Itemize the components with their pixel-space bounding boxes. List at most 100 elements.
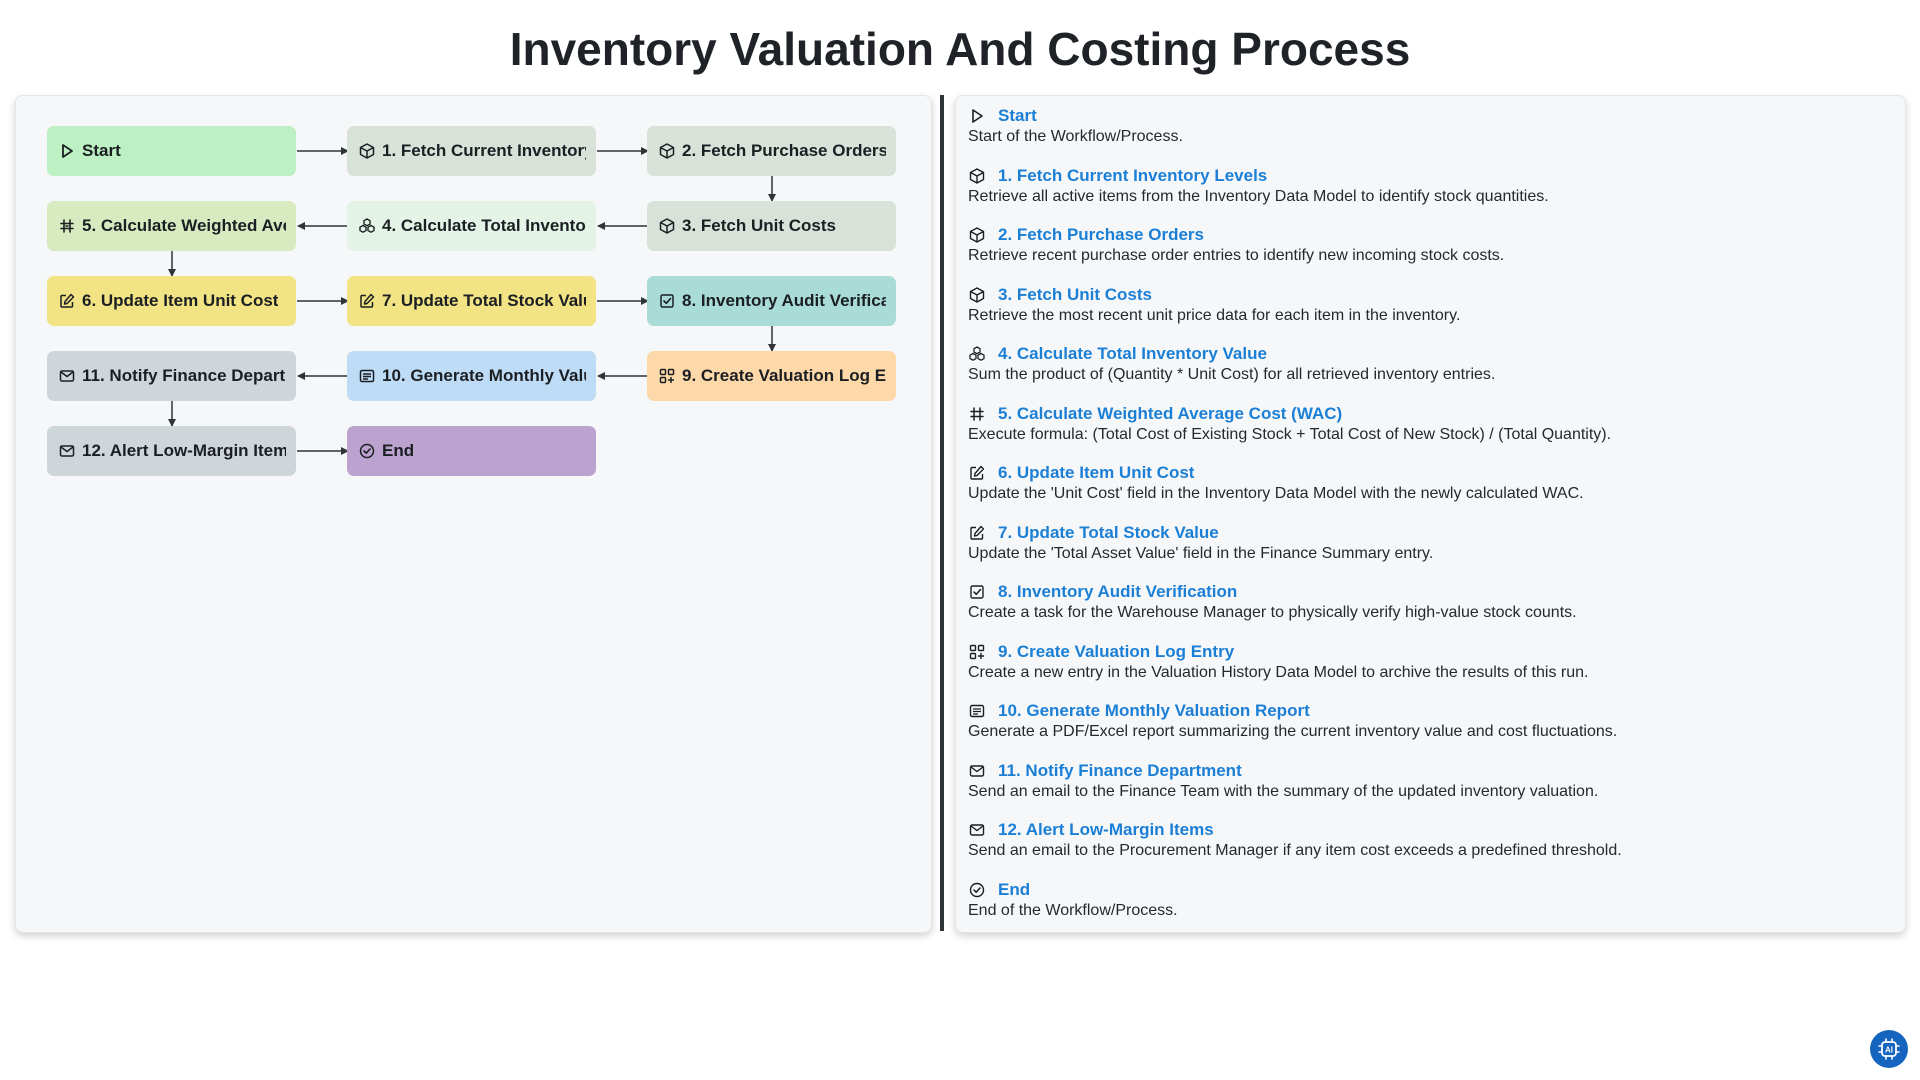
page-title: Inventory Valuation And Costing Process (509, 23, 1411, 75)
play-icon (968, 107, 986, 125)
step-title-link[interactable]: Start (998, 106, 1037, 125)
step-title-link[interactable]: 12. Alert Low-Margin Items (998, 820, 1214, 839)
step-description-text: Retrieve the most recent unit price data… (968, 306, 1461, 324)
step-description-10: 10. Generate Monthly Valuation Report Ge… (968, 701, 1888, 741)
node-create-valuation-log[interactable]: 9. Create Valuation Log Entry (647, 351, 896, 401)
node-fetch-purchase-orders[interactable]: 2. Fetch Purchase Orders (647, 126, 896, 176)
step-description-text: Create a new entry in the Valuation Hist… (968, 663, 1589, 681)
node-inventory-audit-verification[interactable]: 8. Inventory Audit Verification (647, 276, 896, 326)
step-description-text: Generate a PDF/Excel report summarizing … (968, 723, 1618, 740)
node-start[interactable]: Start (47, 126, 296, 176)
cubes-icon (968, 345, 986, 363)
step-title-link[interactable]: 8. Inventory Audit Verification (998, 582, 1238, 601)
node-fetch-unit-costs[interactable]: 3. Fetch Unit Costs (647, 201, 896, 251)
step-title-link[interactable]: 3. Fetch Unit Costs (998, 284, 1152, 304)
edit-icon (968, 524, 986, 542)
hash-icon (968, 405, 986, 423)
node-calculate-wac[interactable]: 5. Calculate Weighted Average Cost (WAC) (47, 201, 296, 251)
grid-plus-icon (968, 643, 986, 661)
node-label: 1. Fetch Current Inventory Levels (382, 141, 586, 160)
node-label: 3. Fetch Unit Costs (682, 216, 836, 235)
edit-icon (968, 464, 986, 482)
step-title-link[interactable]: 4. Calculate Total Inventory Value (998, 344, 1267, 363)
step-description-12: 12. Alert Low-Margin Items Send an email… (968, 820, 1888, 860)
node-update-item-unit-cost[interactable]: 6. Update Item Unit Cost (47, 276, 296, 326)
step-title-link[interactable]: 7. Update Total Stock Value (998, 522, 1219, 542)
step-description-text: Execute formula: (Total Cost of Existing… (968, 425, 1612, 443)
step-description-8: 8. Inventory Audit Verification Create a… (968, 582, 1888, 622)
step-title-link[interactable]: 10. Generate Monthly Valuation Report (998, 701, 1310, 720)
node-generate-monthly-report[interactable]: 10. Generate Monthly Valuation Report (347, 351, 596, 401)
node-notify-finance[interactable]: 11. Notify Finance Department (47, 351, 296, 401)
node-alert-low-margin[interactable]: 12. Alert Low-Margin Items (47, 426, 296, 476)
report-icon (358, 367, 376, 385)
step-title-link[interactable]: 1. Fetch Current Inventory Levels (998, 165, 1268, 185)
step-description-text: Retrieve all active items from the Inven… (968, 187, 1549, 205)
node-label: 2. Fetch Purchase Orders (682, 141, 886, 160)
check-circle-icon (968, 881, 986, 899)
cube-icon (658, 217, 676, 235)
node-label: End (382, 441, 415, 460)
step-description-text: Retrieve recent purchase order entries t… (968, 247, 1505, 264)
step-title-link[interactable]: 2. Fetch Purchase Orders (998, 225, 1204, 244)
node-label: 6. Update Item Unit Cost (82, 291, 279, 310)
grid-plus-icon (658, 367, 676, 385)
step-descriptions-panel: Start Start of the Workflow/Process. 1. … (955, 95, 1906, 933)
cube-icon (968, 226, 986, 244)
checkbox-icon (658, 292, 676, 310)
report-icon (968, 702, 986, 720)
ai-assistant-button[interactable]: AI (1870, 1030, 1908, 1068)
step-title-link[interactable]: 9. Create Valuation Log Entry (998, 641, 1235, 661)
step-description-9: 9. Create Valuation Log Entry Create a n… (968, 642, 1888, 682)
step-description-start: Start Start of the Workflow/Process. (968, 106, 1888, 146)
step-description-text: Sum the product of (Quantity * Unit Cost… (968, 366, 1496, 383)
step-description-2: 2. Fetch Purchase Orders Retrieve recent… (968, 225, 1888, 265)
step-description-3: 3. Fetch Unit Costs Retrieve the most re… (968, 285, 1888, 325)
node-label: 8. Inventory Audit Verification (682, 291, 886, 310)
step-description-text: Create a task for the Warehouse Manager … (968, 604, 1577, 621)
step-description-text: End of the Workflow/Process. (968, 901, 1178, 919)
hash-icon (58, 217, 76, 235)
mail-icon (968, 762, 986, 780)
step-title-link[interactable]: End (998, 879, 1031, 899)
checkbox-icon (968, 583, 986, 601)
node-calculate-total-inventory[interactable]: 4. Calculate Total Inventory Value (347, 201, 596, 251)
step-title-link[interactable]: 11. Notify Finance Department (998, 760, 1242, 780)
mail-icon (968, 821, 986, 839)
step-description-text: Update the 'Total Asset Value' field in … (968, 544, 1434, 562)
cubes-icon (358, 217, 376, 235)
step-title-link[interactable]: 5. Calculate Weighted Average Cost (WAC) (998, 403, 1343, 423)
node-label: Start (82, 141, 121, 160)
step-description-text: Start of the Workflow/Process. (968, 128, 1183, 145)
step-description-text: Send an email to the Finance Team with t… (968, 782, 1599, 800)
panel-divider[interactable] (940, 95, 944, 931)
step-description-4: 4. Calculate Total Inventory Value Sum t… (968, 344, 1888, 384)
node-fetch-current-inventory[interactable]: 1. Fetch Current Inventory Levels (347, 126, 596, 176)
mail-icon (58, 367, 76, 385)
node-update-total-stock-value[interactable]: 7. Update Total Stock Value (347, 276, 596, 326)
svg-text:AI: AI (1885, 1045, 1893, 1054)
mail-icon (58, 442, 76, 460)
step-description-5: 5. Calculate Weighted Average Cost (WAC)… (968, 404, 1888, 444)
node-label: 11. Notify Finance Department (82, 366, 286, 385)
step-description-7: 7. Update Total Stock Value Update the '… (968, 523, 1888, 563)
step-description-text: Update the 'Unit Cost' field in the Inve… (968, 485, 1584, 502)
cube-icon (968, 167, 986, 185)
step-title-link[interactable]: 6. Update Item Unit Cost (998, 463, 1195, 482)
step-description-11: 11. Notify Finance Department Send an em… (968, 761, 1888, 801)
step-description-6: 6. Update Item Unit Cost Update the 'Uni… (968, 463, 1888, 503)
node-end[interactable]: End (347, 426, 596, 476)
step-description-end: End End of the Workflow/Process. (968, 880, 1888, 920)
step-description-1: 1. Fetch Current Inventory Levels Retrie… (968, 166, 1888, 206)
node-label: 7. Update Total Stock Value (382, 291, 586, 310)
flow-diagram-panel: Start 1. Fetch Current Inventory Levels … (15, 95, 932, 933)
node-label: 10. Generate Monthly Valuation Report (382, 366, 586, 385)
edit-icon (58, 292, 76, 310)
cube-icon (968, 286, 986, 304)
ai-chip-icon: AI (1876, 1036, 1902, 1062)
play-icon (58, 142, 76, 160)
node-label: 12. Alert Low-Margin Items (82, 441, 286, 460)
cube-icon (658, 142, 676, 160)
node-label: 4. Calculate Total Inventory Value (382, 216, 586, 235)
edit-icon (358, 292, 376, 310)
